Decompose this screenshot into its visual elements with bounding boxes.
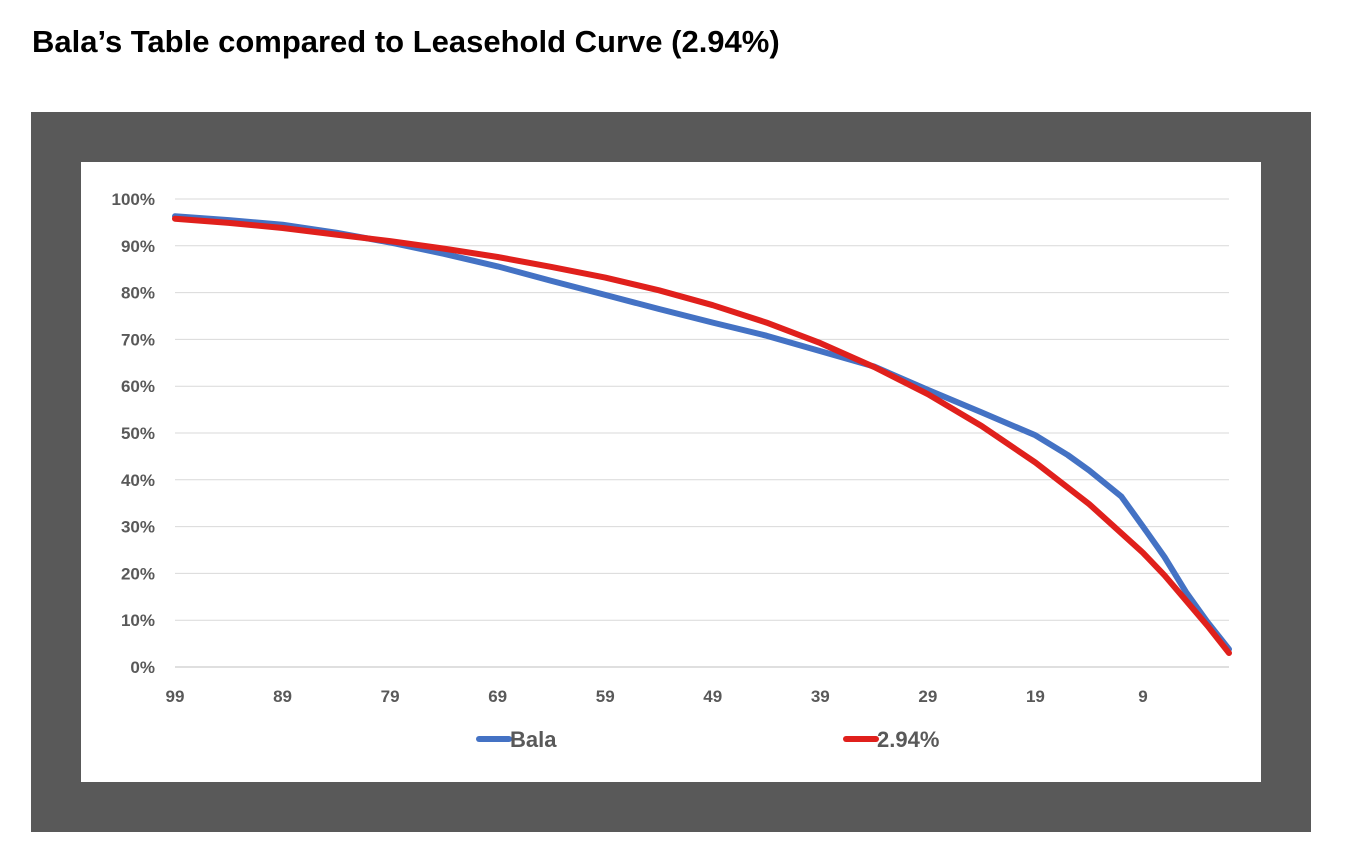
y-tick-label: 40%	[121, 471, 155, 490]
y-tick-label: 60%	[121, 377, 155, 396]
x-tick-label: 39	[811, 687, 830, 706]
x-tick-label: 69	[488, 687, 507, 706]
x-tick-label: 49	[703, 687, 722, 706]
legend-item: 2.94%	[843, 727, 939, 752]
x-tick-label: 19	[1026, 687, 1045, 706]
line-chart: 0% 10% 20% 30% 40% 50% 60% 70% 80% 90% 100% 99 89 79…	[112, 190, 1232, 752]
x-axis-ticks: 99 89 79 69 59 49 39 29 19 9	[166, 687, 1148, 706]
y-tick-label: 80%	[121, 284, 155, 303]
series-lines	[172, 213, 1232, 656]
x-tick-label: 99	[166, 687, 185, 706]
x-tick-label: 59	[596, 687, 615, 706]
x-tick-label: 9	[1138, 687, 1147, 706]
legend-label: 2.94%	[877, 727, 939, 752]
y-tick-label: 20%	[121, 564, 155, 583]
y-tick-label: 50%	[121, 424, 155, 443]
y-tick-label: 90%	[121, 237, 155, 256]
gridlines	[175, 198, 1229, 668]
legend-label: Bala	[510, 727, 557, 752]
series-line-2-94-	[172, 215, 1232, 656]
y-tick-label: 0%	[130, 658, 155, 677]
y-axis-ticks: 0% 10% 20% 30% 40% 50% 60% 70% 80% 90% 100%	[112, 190, 155, 677]
chart-frame: 0% 10% 20% 30% 40% 50% 60% 70% 80% 90% 100% 99 89 79…	[31, 112, 1311, 832]
page-title: Bala’s Table compared to Leasehold Curve…	[32, 24, 780, 59]
y-tick-label: 100%	[112, 190, 155, 209]
x-tick-label: 29	[918, 687, 937, 706]
legend-item: Bala	[476, 727, 557, 752]
y-tick-label: 70%	[121, 330, 155, 349]
legend: Bala 2.94%	[476, 727, 939, 752]
y-tick-label: 30%	[121, 518, 155, 537]
chart-area: 0% 10% 20% 30% 40% 50% 60% 70% 80% 90% 100% 99 89 79…	[81, 162, 1261, 782]
x-tick-label: 89	[273, 687, 292, 706]
y-tick-label: 10%	[121, 611, 155, 630]
x-tick-label: 79	[381, 687, 400, 706]
